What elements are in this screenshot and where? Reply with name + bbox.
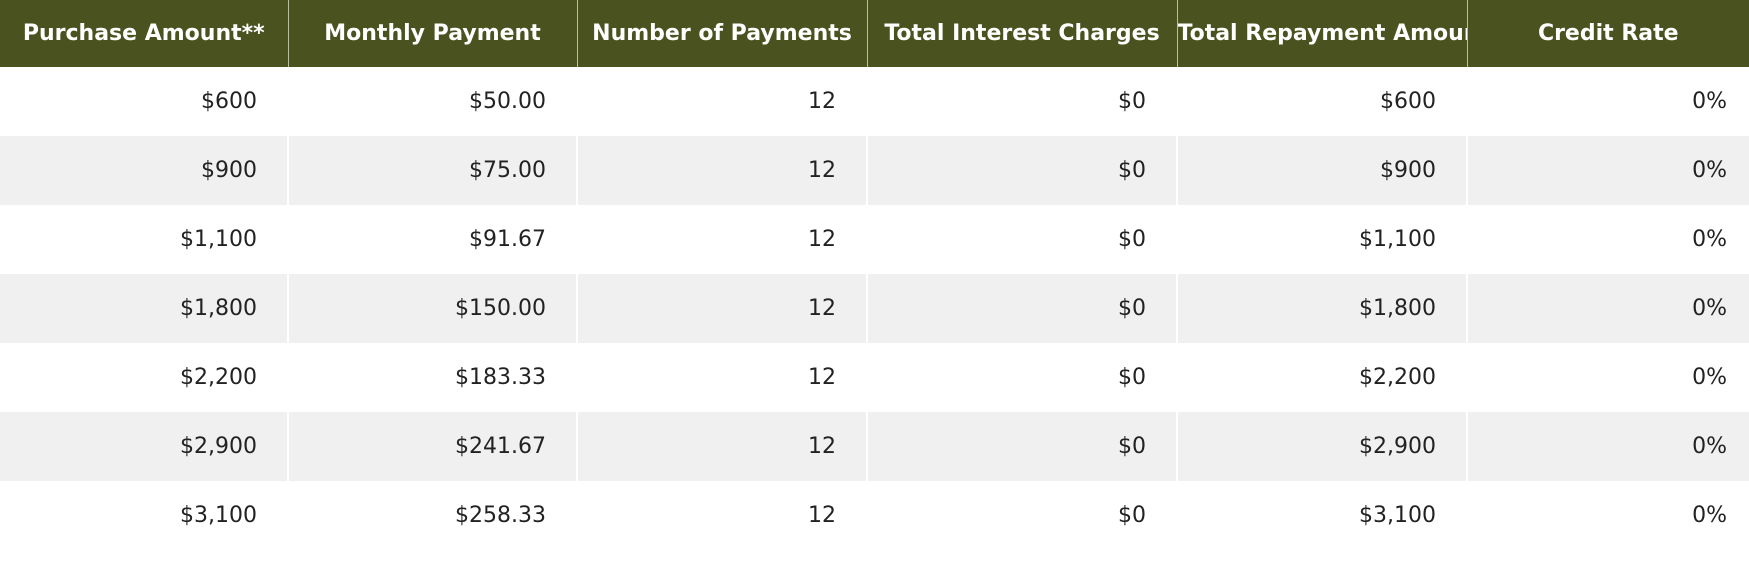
table-cell: $1,800 xyxy=(1177,274,1468,343)
table-cell: 12 xyxy=(577,481,868,550)
table-row: $2,900 $241.67 12 $0 $2,900 0% xyxy=(0,412,1749,481)
table-cell: 12 xyxy=(577,136,868,205)
table-cell: $0 xyxy=(867,136,1178,205)
table-cell: 0% xyxy=(1692,89,1727,114)
table-cell: 0% xyxy=(1692,227,1727,252)
table-cell: $600 xyxy=(1177,67,1468,136)
header-cell: Total Repayment Amount xyxy=(1177,0,1468,67)
table-row: $2,200 $183.33 12 $0 $2,200 0% xyxy=(0,343,1749,412)
table-cell: $2,200 xyxy=(0,343,289,412)
table-body: $600 $50.00 12 $0 $600 0% $900 $75.00 12 $0 $900 0%… xyxy=(0,67,1749,550)
table-cell: $3,100 xyxy=(0,481,289,550)
table-cell: $183.33 xyxy=(288,343,578,412)
table-cell: 12 xyxy=(577,67,868,136)
table-row: $600 $50.00 12 $0 $600 0% xyxy=(0,67,1749,136)
table-cell: $150.00 xyxy=(288,274,578,343)
header-row: Purchase Amount** Monthly Payment Number o… xyxy=(0,0,1749,67)
table-cell: $2,900 xyxy=(0,412,289,481)
table-cell: $50.00 xyxy=(288,67,578,136)
table-cell: 12 xyxy=(577,412,868,481)
table-cell: $258.33 xyxy=(288,481,578,550)
table-cell: $1,800 xyxy=(0,274,289,343)
table-cell: 0% xyxy=(1467,274,1749,343)
table-cell: $0 xyxy=(867,274,1178,343)
table-cell: 0% xyxy=(1467,136,1749,205)
table-cell: $0 xyxy=(867,205,1178,274)
table-cell: 12 xyxy=(577,343,868,412)
table-cell: $91.67 xyxy=(288,205,578,274)
table-cell: $600 xyxy=(0,67,289,136)
table-row: $1,100 $91.67 12 $0 $1,100 0% xyxy=(0,205,1749,274)
table-cell: 12 xyxy=(577,274,868,343)
table-cell: $1,100 xyxy=(0,205,289,274)
header-cell: Number of Payments xyxy=(577,0,868,67)
header-cell: Purchase Amount** xyxy=(0,0,289,67)
payment-table: Purchase Amount** Monthly Payment Number o… xyxy=(0,0,1749,550)
header-cell: Credit Rate xyxy=(1467,0,1749,67)
header-cell: Total Interest Charges xyxy=(867,0,1178,67)
table-row: $900 $75.00 12 $0 $900 0% xyxy=(0,136,1749,205)
header-cell: Monthly Payment xyxy=(288,0,578,67)
table-cell: $1,100 xyxy=(1177,205,1468,274)
table-cell: 12 xyxy=(577,205,868,274)
table-cell: 0% xyxy=(1467,412,1749,481)
table-cell: $241.67 xyxy=(288,412,578,481)
table-cell: $900 xyxy=(0,136,289,205)
table-cell: $3,100 xyxy=(1177,481,1468,550)
table-cell: $0 xyxy=(867,343,1178,412)
table-cell: 0% xyxy=(1692,503,1727,528)
table-cell: $0 xyxy=(867,412,1178,481)
table-cell: $75.00 xyxy=(288,136,578,205)
table-cell: 0% xyxy=(1692,365,1727,390)
table-cell: $900 xyxy=(1177,136,1468,205)
table-cell: $2,200 xyxy=(1177,343,1468,412)
table-row: $1,800 $150.00 12 $0 $1,800 0% xyxy=(0,274,1749,343)
table-cell: $2,900 xyxy=(1177,412,1468,481)
table-cell: $0 xyxy=(867,67,1178,136)
table-row: $3,100 $258.33 12 $0 $3,100 0% xyxy=(0,481,1749,550)
table-cell: $0 xyxy=(867,481,1178,550)
